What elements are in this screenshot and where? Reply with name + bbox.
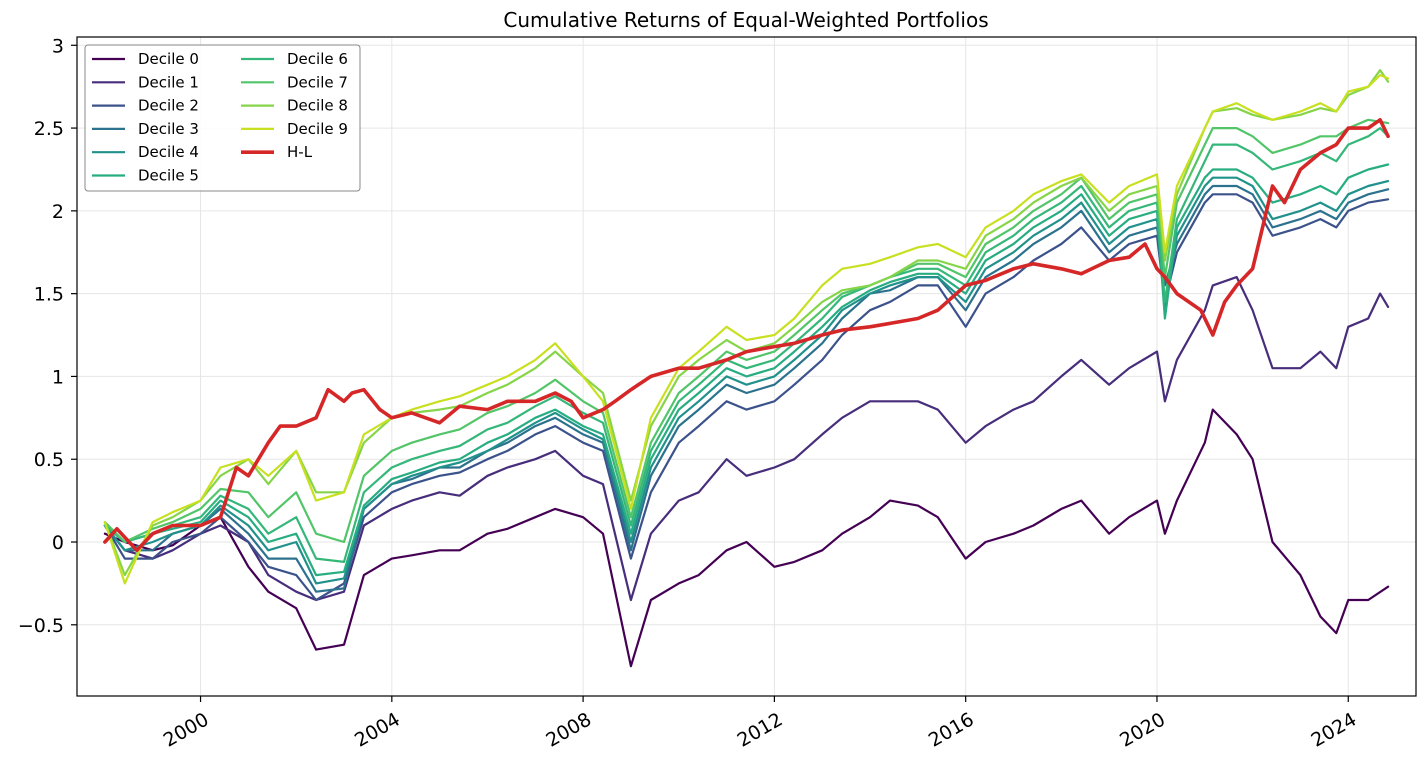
legend-label: Decile 0 xyxy=(138,50,199,68)
series-line-decile-3 xyxy=(103,184,1390,593)
series-line-decile-8 xyxy=(103,69,1390,577)
y-tick-label: 1 xyxy=(52,366,64,388)
legend-label: Decile 3 xyxy=(138,120,199,138)
legend-label: Decile 7 xyxy=(287,73,348,91)
y-tick-label: 0 xyxy=(52,532,64,554)
y-tick-label: 0.5 xyxy=(34,449,64,471)
series-lines xyxy=(103,69,1390,668)
legend-label: Decile 5 xyxy=(138,167,199,185)
legend-label: Decile 8 xyxy=(287,97,348,115)
chart-title: Cumulative Returns of Equal-Weighted Por… xyxy=(503,8,988,32)
series-line-decile-5 xyxy=(103,163,1390,577)
legend-label: Decile 2 xyxy=(138,97,199,115)
legend-box xyxy=(84,44,361,192)
legend-label: Decile 6 xyxy=(287,50,348,68)
series-line-decile-2 xyxy=(103,193,1390,602)
series-line-decile-9 xyxy=(103,74,1390,585)
legend-label: Decile 1 xyxy=(138,73,199,91)
y-tick-label: 2.5 xyxy=(34,118,64,140)
y-tick-label: 2 xyxy=(52,201,64,223)
series-line-decile-0 xyxy=(103,408,1390,668)
legend-label: Decile 9 xyxy=(287,120,348,138)
series-line-h-l xyxy=(103,118,1390,553)
plot-frame xyxy=(76,36,1417,697)
y-tick-label: −0.5 xyxy=(18,615,64,637)
legend-label: H-L xyxy=(287,143,313,161)
legend-label: Decile 4 xyxy=(138,143,199,161)
series-line-decile-4 xyxy=(103,176,1390,585)
y-tick-label: 3 xyxy=(52,35,64,57)
y-tick-label: 1.5 xyxy=(34,284,64,306)
legend: Decile 0 Decile 1 Decile 2 Decile 3 Decile 4… xyxy=(84,44,361,192)
series-line-decile-1 xyxy=(103,276,1390,602)
